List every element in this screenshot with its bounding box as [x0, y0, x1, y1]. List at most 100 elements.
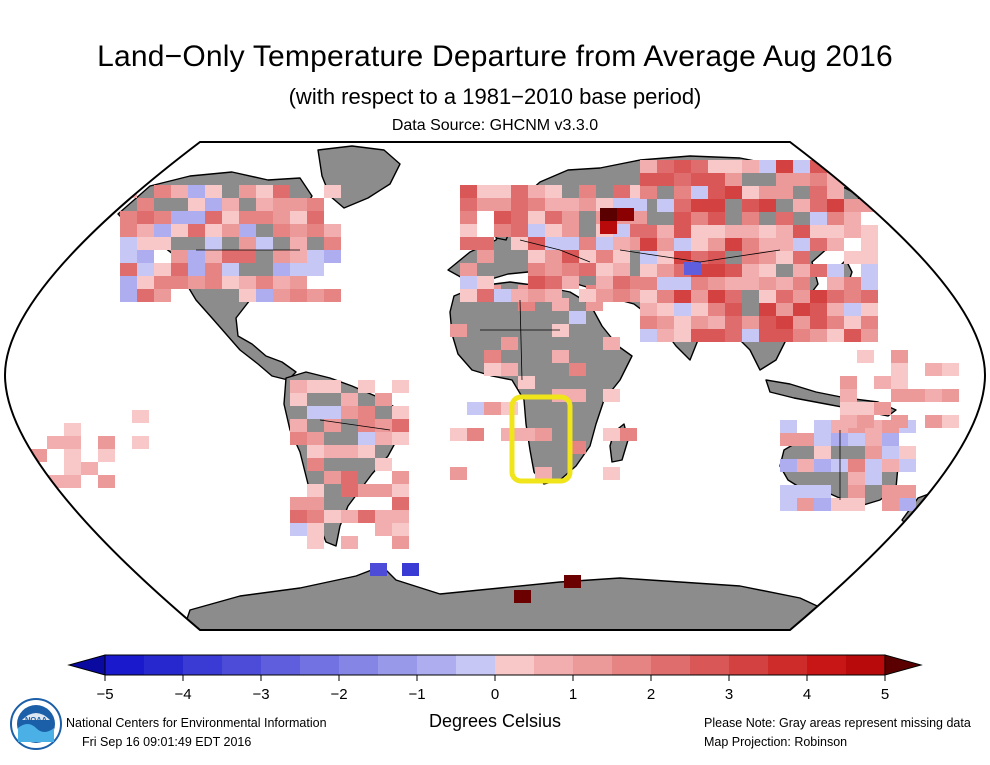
anomaly-cell [358, 380, 375, 393]
anomaly-cell [528, 198, 545, 211]
anomaly-cell [657, 277, 674, 290]
anomaly-cell [64, 475, 81, 488]
logo-lettering: NOAA [25, 715, 48, 724]
anomaly-cell [759, 277, 776, 290]
anomaly-cell [831, 498, 848, 511]
anomaly-cell [793, 251, 810, 264]
anomaly-cell [640, 303, 657, 316]
anomaly-cell [562, 250, 579, 263]
anomaly-cell [780, 498, 797, 511]
anomaly-cell [375, 432, 392, 445]
colorbar-bin-16 [729, 655, 768, 675]
colorbar-bin-17 [768, 655, 807, 675]
anomaly-cell [814, 420, 831, 433]
anomaly-cell [528, 224, 545, 237]
anomaly-cell [780, 433, 797, 446]
anomaly-cell [273, 224, 290, 237]
anomaly-cell [562, 198, 579, 211]
anomaly-cell [827, 186, 844, 199]
colorbar-bin-8 [417, 655, 456, 675]
anomaly-cell [657, 264, 674, 277]
anomaly-cell [810, 212, 827, 225]
anomaly-cell [776, 173, 793, 186]
colorbar-tick-label: −4 [174, 686, 192, 703]
anomaly-cell [324, 510, 341, 523]
anomaly-cell [290, 224, 307, 237]
anomaly-cell [64, 449, 81, 462]
anomaly-cell [273, 289, 290, 302]
anomaly-cell [569, 389, 586, 402]
anomaly-cell [708, 212, 725, 225]
anomaly-cell [273, 276, 290, 289]
anomaly-cell [691, 199, 708, 212]
anomaly-cell [942, 389, 959, 402]
border-south-america [319, 419, 391, 431]
colorbar-bin-18 [807, 655, 846, 675]
anomaly-cell [528, 263, 545, 276]
anomaly-cell [810, 225, 827, 238]
anomaly-cell [120, 224, 137, 237]
anomaly-cell [579, 263, 596, 276]
anomaly-cell [552, 350, 569, 363]
anomaly-cell [171, 250, 188, 263]
anomaly-cell-strong [617, 208, 634, 221]
anomaly-cell [477, 250, 494, 263]
anomaly-cell [657, 160, 674, 173]
anomaly-cell [691, 251, 708, 264]
colorbar-tick-label: −2 [330, 686, 348, 703]
anomaly-cell [613, 289, 630, 302]
anomaly-cell [657, 290, 674, 303]
anomaly-cell [596, 289, 613, 302]
anomaly-cell [47, 436, 64, 449]
anomaly-cell [874, 376, 891, 389]
anomaly-cell [154, 211, 171, 224]
colorbar-ticks [104, 675, 886, 681]
anomaly-cell [290, 237, 307, 250]
anomaly-cell [657, 303, 674, 316]
anomaly-cell [725, 264, 742, 277]
anomaly-cell [545, 250, 562, 263]
anomaly-cell [827, 303, 844, 316]
country-borders [196, 239, 841, 500]
colorbar-tick-label: −5 [96, 686, 114, 703]
anomaly-cell [848, 498, 865, 511]
anomaly-cell [511, 289, 528, 302]
anomaly-cell [477, 276, 494, 289]
anomaly-cell [579, 237, 596, 250]
anomaly-cell [477, 289, 494, 302]
anomaly-cell [392, 484, 409, 497]
anomaly-cell [831, 459, 848, 472]
anomaly-cell [725, 290, 742, 303]
anomaly-cell [460, 198, 477, 211]
anomaly-cell [844, 303, 861, 316]
anomaly-cell [882, 433, 899, 446]
anomaly-cell [840, 402, 857, 415]
anomaly-cell [797, 433, 814, 446]
noaa-logo-icon: NOAA [10, 698, 62, 750]
anomaly-cell [460, 263, 477, 276]
anomaly-cell [691, 316, 708, 329]
anomaly-cell [222, 276, 239, 289]
anomaly-cell [307, 211, 324, 224]
anomaly-cell [827, 225, 844, 238]
anomaly-cell [613, 250, 630, 263]
anomaly-cell [882, 498, 899, 511]
anomaly-cell [742, 225, 759, 238]
anomaly-cell [814, 485, 831, 498]
anomaly-cell [708, 277, 725, 290]
anomaly-grid [30, 160, 959, 603]
colorbar-bin-3 [222, 655, 261, 675]
anomaly-cell [844, 290, 861, 303]
anomaly-cell [477, 185, 494, 198]
anomaly-cell [780, 485, 797, 498]
anomaly-cell [793, 238, 810, 251]
anomaly-cell [137, 263, 154, 276]
anomaly-cell [132, 436, 149, 449]
anomaly-cell [742, 251, 759, 264]
anomaly-cell [848, 485, 865, 498]
anomaly-cell [494, 211, 511, 224]
anomaly-cell [725, 277, 742, 290]
anomaly-cell [882, 459, 899, 472]
anomaly-cell [793, 160, 810, 173]
anomaly-cell [742, 277, 759, 290]
